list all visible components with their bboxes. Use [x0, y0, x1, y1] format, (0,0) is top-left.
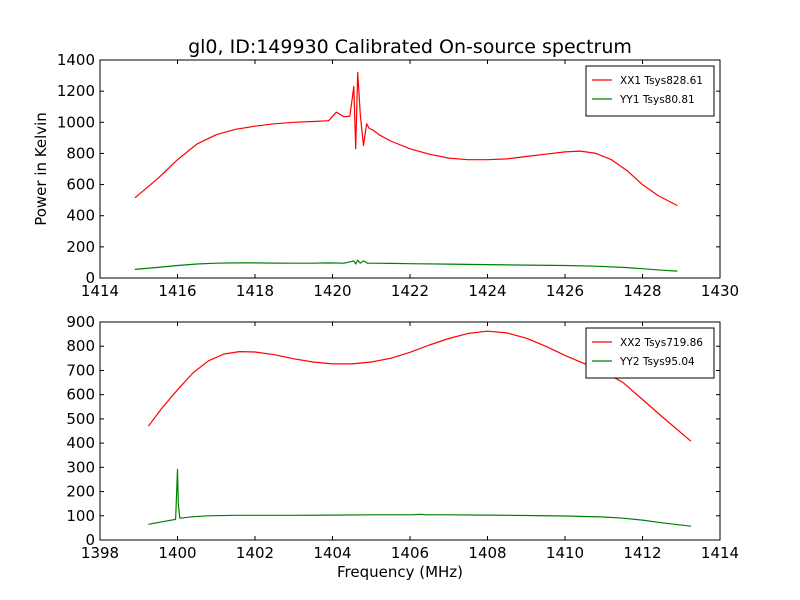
- chart-1-xtick-label-3: 1404: [313, 544, 351, 562]
- chart-0: 1414 1416 1418 1420 1422 1424 1426 1428 1430 0 200…: [32, 51, 739, 300]
- chart-1-ytick-label-3: 300: [66, 458, 95, 476]
- chart-1-ytick-label-7: 700: [66, 361, 95, 379]
- chart-1-ytick-label-0: 0: [85, 531, 95, 549]
- chart-0-legend: XX1 Tsys828.61 YY1 Tsys80.81: [585, 65, 715, 117]
- chart-0-series-1-line: [134, 259, 678, 272]
- chart-0-series-0-line: [134, 71, 678, 207]
- chart-1: 1398 1400 1402 1404 1406 1408 1410 1412 1414 0 100…: [66, 313, 739, 581]
- chart-1-ytick-label-8: 800: [66, 337, 95, 355]
- chart-0-ytick-label-4: 800: [66, 144, 95, 162]
- chart-0-ylabel: Power in Kelvin: [32, 112, 50, 226]
- chart-0-legend-box: [585, 65, 715, 117]
- chart-0-ytick-label-6: 1200: [57, 82, 95, 100]
- chart-0-xtick-label-7: 1428: [623, 282, 661, 300]
- chart-1-legend-box: [585, 327, 715, 379]
- chart-0-xtick-label-2: 1418: [236, 282, 274, 300]
- chart-1-xtick-label-0: 1398: [81, 544, 119, 562]
- chart-0-xtick-label-1: 1416: [158, 282, 196, 300]
- chart-1-xtick-label-5: 1408: [468, 544, 506, 562]
- chart-1-xtick-label-6: 1410: [546, 544, 584, 562]
- chart-0-ytick-label-0: 0: [85, 269, 95, 287]
- chart-1-ytick-label-5: 500: [66, 410, 95, 428]
- chart-1-legend-label-0: XX2 Tsys719.86: [620, 337, 703, 349]
- figure-title: gl0, ID:149930 Calibrated On-source spec…: [188, 36, 632, 58]
- chart-0-ytick-label-3: 600: [66, 176, 95, 194]
- chart-1-xtick-label-1: 1400: [158, 544, 196, 562]
- chart-0-xtick-label-6: 1426: [546, 282, 584, 300]
- chart-0-ytick-label-1: 200: [66, 238, 95, 256]
- chart-0-xtick-label-3: 1420: [313, 282, 351, 300]
- chart-1-ytick-label-9: 900: [66, 313, 95, 331]
- chart-1-xtick-label-8: 1414: [701, 544, 739, 562]
- chart-1-ytick-label-2: 200: [66, 483, 95, 501]
- chart-0-legend-label-1: YY1 Tsys80.81: [619, 94, 695, 106]
- chart-1-ytick-label-4: 400: [66, 434, 95, 452]
- chart-1-ytick-label-1: 100: [66, 507, 95, 525]
- chart-1-xlabel: Frequency (MHz): [337, 563, 463, 581]
- chart-0-xtick-label-0: 1414: [81, 282, 119, 300]
- chart-1-xtick-label-7: 1412: [623, 544, 661, 562]
- chart-0-ytick-label-7: 1400: [57, 51, 95, 69]
- chart-1-xtick-label-2: 1402: [236, 544, 274, 562]
- chart-0-xtick-label-8: 1430: [701, 282, 739, 300]
- chart-0-ytick-label-5: 1000: [57, 113, 95, 131]
- chart-0-legend-label-0: XX1 Tsys828.61: [620, 75, 703, 87]
- chart-0-xtick-label-4: 1422: [391, 282, 429, 300]
- chart-0-ytick-label-2: 400: [66, 207, 95, 225]
- chart-0-xtick-label-5: 1424: [468, 282, 506, 300]
- chart-1-ytick-label-6: 600: [66, 386, 95, 404]
- chart-1-legend-label-1: YY2 Tsys95.04: [619, 356, 695, 368]
- plots-container: 1414 1416 1418 1420 1422 1424 1426 1428 1430 0 200…: [32, 51, 739, 581]
- chart-1-series-1-line: [148, 468, 691, 527]
- chart-1-legend: XX2 Tsys719.86 YY2 Tsys95.04: [585, 327, 715, 379]
- chart-1-xtick-label-4: 1406: [391, 544, 429, 562]
